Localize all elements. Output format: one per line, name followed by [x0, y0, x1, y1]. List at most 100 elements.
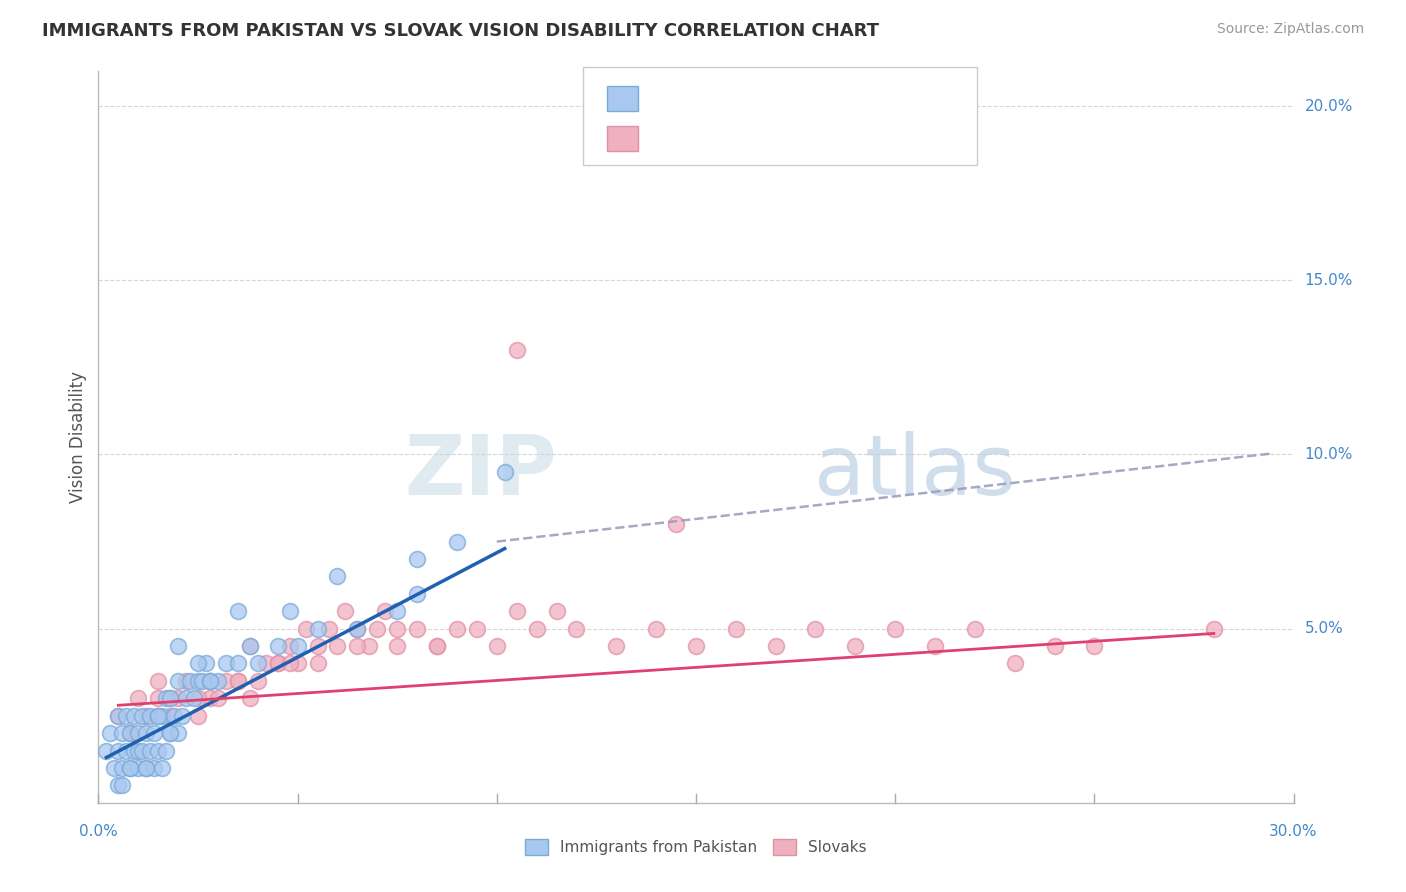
Point — [107, 708, 129, 723]
Point — [107, 743, 129, 757]
Point — [148, 691, 170, 706]
Point — [115, 708, 138, 723]
Point — [150, 761, 173, 775]
Point — [187, 673, 209, 688]
Point — [135, 761, 157, 775]
Point — [385, 639, 409, 653]
Point — [174, 673, 197, 688]
Point — [143, 761, 166, 775]
Point — [226, 657, 249, 671]
Text: ZIP: ZIP — [404, 432, 557, 512]
Point — [605, 639, 627, 653]
Point — [167, 673, 190, 688]
Point — [359, 639, 381, 653]
Point — [159, 691, 181, 706]
Point — [187, 691, 209, 706]
Text: 0.0%: 0.0% — [79, 823, 118, 838]
Point — [155, 743, 177, 757]
Legend: Immigrants from Pakistan, Slovaks: Immigrants from Pakistan, Slovaks — [519, 833, 873, 861]
Point — [267, 657, 290, 671]
Point — [963, 622, 986, 636]
Point — [278, 639, 301, 653]
Point — [195, 657, 218, 671]
Point — [135, 726, 157, 740]
Point — [685, 639, 707, 653]
Point — [565, 622, 588, 636]
Point — [111, 778, 134, 792]
Point — [148, 708, 170, 723]
Point — [159, 726, 181, 740]
Point — [207, 673, 229, 688]
Point — [131, 743, 153, 757]
Point — [226, 673, 249, 688]
Point — [167, 639, 190, 653]
Point — [494, 465, 516, 479]
Point — [124, 708, 146, 723]
Point — [172, 708, 194, 723]
Point — [426, 639, 449, 653]
Point — [844, 639, 866, 653]
Point — [294, 622, 316, 636]
Point — [326, 639, 349, 653]
Point — [1202, 622, 1225, 636]
Point — [346, 639, 368, 653]
Point — [120, 761, 142, 775]
Point — [485, 639, 508, 653]
Point — [335, 604, 357, 618]
Text: R = 0.238   N = 68: R = 0.238 N = 68 — [652, 129, 810, 147]
Point — [139, 708, 162, 723]
Point — [924, 639, 946, 653]
Text: 10.0%: 10.0% — [1305, 447, 1353, 462]
Point — [267, 657, 290, 671]
Point — [374, 604, 396, 618]
Point — [278, 657, 301, 671]
Point — [267, 639, 290, 653]
Point — [155, 691, 177, 706]
Point — [215, 673, 238, 688]
Point — [115, 743, 138, 757]
Point — [239, 639, 262, 653]
Point — [159, 726, 181, 740]
Point — [287, 639, 309, 653]
Point — [127, 743, 149, 757]
Point — [318, 622, 340, 636]
Point — [143, 726, 166, 740]
Point — [526, 622, 548, 636]
Point — [426, 639, 449, 653]
Point — [107, 708, 129, 723]
Text: Source: ZipAtlas.com: Source: ZipAtlas.com — [1216, 22, 1364, 37]
Point — [246, 657, 269, 671]
Point — [665, 517, 688, 532]
Point — [111, 761, 134, 775]
Point — [765, 639, 787, 653]
Point — [183, 691, 205, 706]
Point — [167, 691, 190, 706]
Point — [215, 657, 238, 671]
Point — [127, 691, 149, 706]
Point — [287, 657, 309, 671]
Point — [406, 552, 429, 566]
Point — [1083, 639, 1105, 653]
Point — [167, 726, 190, 740]
Point — [198, 673, 221, 688]
Point — [159, 691, 181, 706]
Point — [346, 622, 368, 636]
Point — [246, 673, 269, 688]
Point — [174, 691, 197, 706]
Point — [191, 673, 214, 688]
Text: R = 0.266   N = 69: R = 0.266 N = 69 — [652, 89, 810, 107]
Point — [120, 726, 142, 740]
Point — [163, 708, 186, 723]
Point — [254, 657, 277, 671]
Point — [226, 604, 249, 618]
Point — [506, 343, 529, 357]
Point — [226, 673, 249, 688]
Point — [385, 604, 409, 618]
Point — [127, 726, 149, 740]
Point — [278, 604, 301, 618]
Point — [179, 673, 201, 688]
Point — [120, 726, 142, 740]
Point — [465, 622, 488, 636]
Point — [139, 743, 162, 757]
Point — [446, 534, 468, 549]
